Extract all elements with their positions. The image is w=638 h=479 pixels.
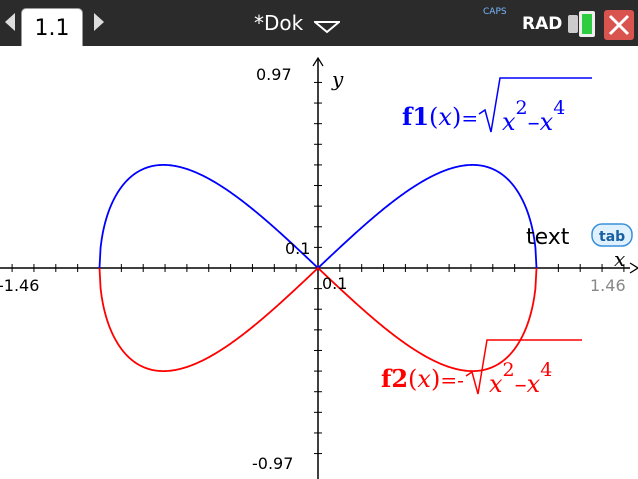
svg-text:x2–x4: x2–x4 [502, 97, 565, 136]
f2-minus: – [515, 370, 527, 398]
svg-text:f1(x)=: f1(x)= [402, 102, 478, 131]
y-axis-label: y [331, 67, 344, 91]
f1-exp2: 4 [553, 97, 565, 119]
x-max-label: 1.46 [590, 276, 626, 295]
angle-mode-indicator: RAD [522, 14, 563, 34]
f1-eq: = [461, 106, 478, 130]
f1-radical-icon [478, 77, 592, 133]
tab-page-1-1[interactable]: 1.1 [21, 8, 83, 46]
x-axis-arrow-icon [629, 262, 638, 274]
svg-text:f2(x)=-: f2(x)=- [381, 364, 464, 393]
f2-sign: - [457, 368, 464, 392]
text-tool-label[interactable]: text [526, 225, 570, 250]
y-min-label: -0.97 [252, 454, 293, 473]
document-menu-dropdown-icon[interactable] [314, 20, 340, 34]
x-axis-label: x [614, 247, 625, 271]
caps-indicator: CAPS [483, 7, 507, 17]
x-scale-label: 0.1 [322, 274, 347, 293]
y-max-label: 0.97 [256, 65, 292, 84]
svg-text:x2–x4: x2–x4 [489, 359, 552, 398]
f2-eq: = [440, 368, 457, 392]
close-icon [608, 14, 630, 36]
f1-exp1: 2 [516, 97, 528, 119]
f2-exp1: 2 [503, 359, 515, 381]
y-axis-arrow-icon [312, 56, 324, 67]
graph-canvas[interactable]: 0.97 -0.97 -1.46 1.46 0.1 0.1 y x text t… [0, 46, 638, 479]
y-scale-label: 0.1 [285, 239, 310, 258]
f2-name: f2 [381, 364, 408, 393]
f1-minus: – [528, 108, 540, 136]
f1-name: f1 [402, 102, 429, 131]
f2-base2: x [527, 370, 541, 398]
next-page-arrow-icon[interactable] [94, 13, 104, 31]
f2-base1: x [489, 370, 503, 398]
document-title[interactable]: *Dok [254, 11, 304, 35]
close-button[interactable] [604, 10, 634, 40]
f2-exp2: 4 [540, 359, 552, 381]
f2-arg: x [417, 365, 431, 393]
axis-ticks [11, 81, 625, 455]
prev-page-arrow-icon[interactable] [5, 13, 15, 31]
title-bar: 1.1 *Dok CAPS RAD [0, 0, 638, 46]
f1-arg: x [438, 103, 452, 131]
f1-equation-label[interactable]: f1(x)= x2–x4 [402, 77, 592, 136]
battery-icon [568, 11, 595, 37]
f1-base2: x [540, 108, 554, 136]
f2-equation-label[interactable]: f2(x)=- x2–x4 [381, 339, 582, 398]
graph-f2-curve[interactable] [98, 266, 538, 372]
f1-base1: x [502, 108, 516, 136]
tab-badge-label: tab [599, 229, 625, 245]
tab-badge[interactable]: tab [591, 223, 633, 247]
f2-radical-icon [465, 339, 582, 395]
x-min-label: -1.46 [0, 276, 39, 295]
